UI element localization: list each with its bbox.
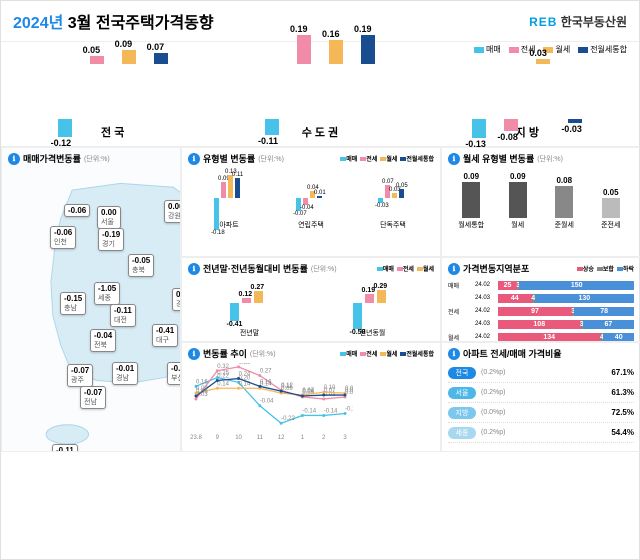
svg-text:-0.22: -0.22	[281, 416, 295, 422]
distribution-card: ℹ가격변동지역분포 상승보합하락 매매24.0225315024.0344413…	[441, 257, 640, 342]
svg-text:0.14: 0.14	[217, 381, 229, 387]
svg-text:9: 9	[216, 435, 220, 441]
svg-text:1: 1	[301, 435, 305, 441]
type-change-card: ℹ유형별 변동률(단위:%) 매매전세월세전월세통합 -0.180.090.13…	[181, 147, 441, 257]
svg-text:23.8: 23.8	[190, 435, 202, 441]
svg-text:-0.14: -0.14	[302, 408, 316, 414]
svg-text:0.36: 0.36	[239, 363, 251, 366]
header: 2024년 3월 전국주택가격동향 REB 한국부동산원	[1, 1, 639, 42]
svg-text:-0.04: -0.04	[260, 399, 274, 405]
svg-text:0.24: 0.24	[239, 372, 251, 378]
ratio-card: ℹ아파트 전세/매매 가격비율 전국(0.2%p)67.1%서울(0.2%p)6…	[441, 342, 640, 452]
svg-text:0.06: 0.06	[196, 389, 208, 395]
svg-text:0.07: 0.07	[324, 388, 336, 394]
trend-card: ℹ변동률 추이(단위:%) 매매전세월세전월세통합 0.160.250.20-0…	[181, 342, 441, 452]
svg-text:0.27: 0.27	[260, 369, 272, 375]
svg-text:2: 2	[322, 435, 326, 441]
svg-text:0.07: 0.07	[345, 388, 353, 394]
svg-text:-0.14: -0.14	[324, 408, 338, 414]
svg-text:0.16: 0.16	[260, 379, 272, 385]
rent-type-card: ℹ월세 유형별 변동률(단위:%) 0.09월세통합0.09월세0.08준월세0…	[441, 147, 640, 257]
svg-text:0.11: 0.11	[281, 384, 293, 390]
svg-text:12: 12	[278, 435, 285, 441]
svg-text:0.32: 0.32	[217, 364, 229, 370]
page-title: 2024년 3월 전국주택가격동향	[13, 9, 214, 33]
logo: REB 한국부동산원	[529, 13, 627, 30]
svg-text:-0.12: -0.12	[345, 407, 353, 413]
svg-text:11: 11	[257, 435, 264, 441]
top-region-chart: -0.120.050.090.07전 국-0.110.190.160.19수 도…	[1, 57, 639, 147]
map-card: ℹ매매가격변동률(단위:%) 0.00서울-0.06-0.06인천-0.19경기…	[1, 147, 181, 452]
yoy-card: ℹ전년말·전년동월대비 변동률(단위:%) 매매전세월세 -0.410.120.…	[181, 257, 441, 342]
svg-text:10: 10	[235, 435, 242, 441]
svg-text:0.22: 0.22	[217, 373, 229, 379]
svg-text:3: 3	[343, 435, 347, 441]
svg-text:0.06: 0.06	[302, 389, 314, 395]
